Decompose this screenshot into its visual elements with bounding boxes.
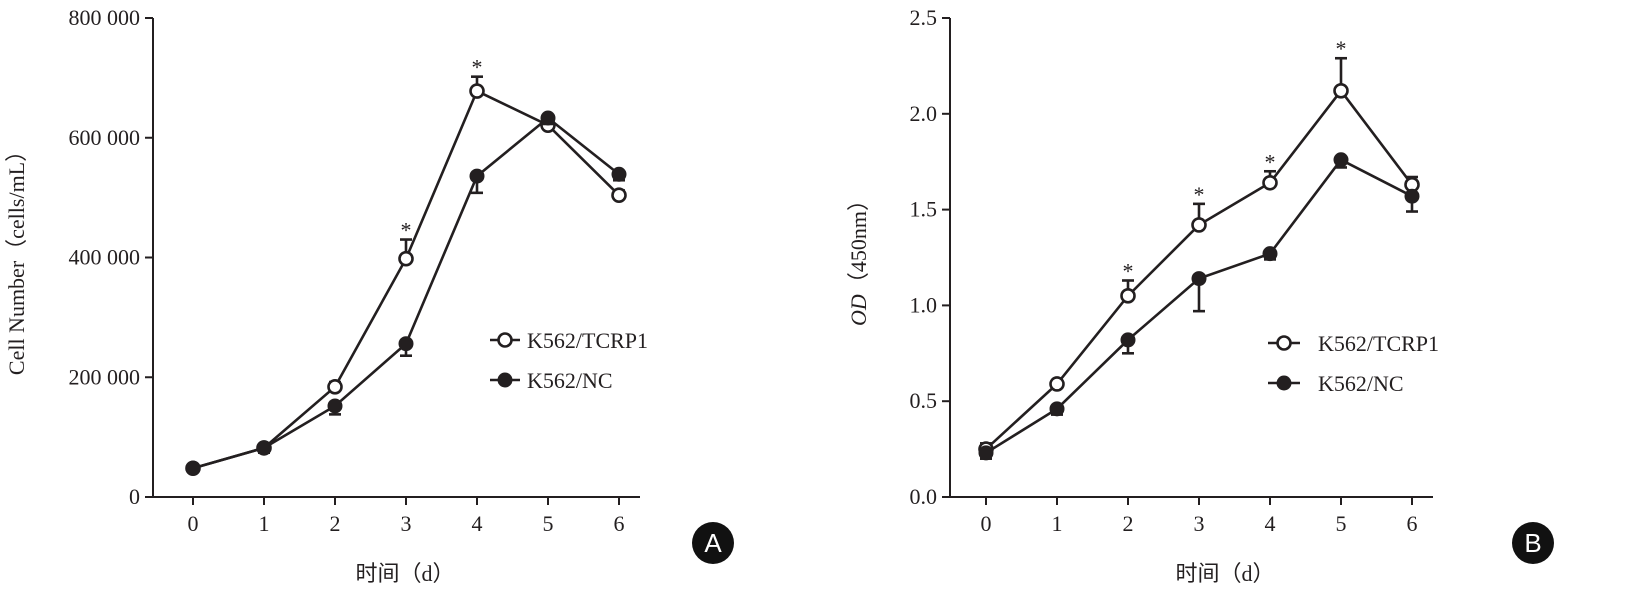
data-point-filled (398, 336, 414, 352)
x-tick-label: 5 (543, 511, 554, 536)
data-point-filled (1404, 188, 1420, 204)
significance-star: * (1336, 36, 1347, 61)
legend-marker-filled (497, 372, 513, 388)
y-axis-label-text: （450nm） (846, 189, 871, 294)
x-tick-label: 4 (1265, 511, 1276, 536)
data-point-open (327, 379, 343, 395)
series-k562-nc (978, 152, 1420, 461)
x-axis-label: 时间（d） (1175, 561, 1274, 586)
x-tick-label: 1 (1052, 511, 1063, 536)
data-point-filled (540, 110, 556, 126)
y-tick-label: 2.0 (910, 101, 938, 126)
data-point-filled (1333, 152, 1349, 168)
data-point-open (1333, 83, 1349, 99)
panel-letter: B (1524, 528, 1541, 558)
data-point-filled (1049, 401, 1065, 417)
y-axis-label: Cell Number（cells/mL） (4, 140, 29, 375)
legend-label: K562/TCRP1 (1318, 331, 1439, 356)
x-tick-label: 0 (981, 511, 992, 536)
y-axis-label: OD（450nm） (846, 189, 871, 326)
y-tick-label: 0.0 (910, 484, 938, 509)
legend-marker-filled (1276, 375, 1292, 391)
significance-star: * (1123, 258, 1134, 283)
y-tick-label: 1.0 (910, 292, 938, 317)
data-point-open (1262, 174, 1278, 191)
data-point-open (469, 83, 485, 99)
panel-badge (1512, 522, 1554, 564)
data-point-filled (1262, 246, 1278, 262)
legend-item: K562/TCRP1 (1268, 331, 1439, 356)
x-tick-label: 1 (259, 511, 270, 536)
data-point-filled (611, 166, 627, 182)
legend-marker-open (497, 332, 513, 348)
series-k562-nc (185, 110, 627, 476)
x-tick-label: 6 (614, 511, 625, 536)
y-tick-label: 400 000 (69, 245, 141, 270)
legend-label: K562/NC (527, 368, 613, 393)
y-tick-label: 2.5 (910, 5, 938, 30)
series-k562-tcrp1 (185, 75, 627, 477)
panel-letter: A (704, 528, 722, 558)
data-point-open (1120, 288, 1136, 304)
y-tick-label: 800 000 (69, 5, 141, 30)
x-tick-label: 2 (1123, 511, 1134, 536)
y-tick-label: 200 000 (69, 364, 141, 389)
chart-panel-b: 0.0 0.5 1.0 1.5 2.0 2.5 0 1 2 3 4 5 6 时间（d） OD（450nm） *… (846, 5, 1554, 586)
data-point-filled (978, 445, 994, 461)
legend-label: K562/TCRP1 (527, 328, 648, 353)
data-point-filled (1120, 332, 1136, 348)
y-tick-label: 0 (129, 484, 140, 509)
legend-item: K562/TCRP1 (490, 328, 648, 353)
y-tick-label: 0.5 (910, 388, 938, 413)
x-tick-label: 2 (330, 511, 341, 536)
data-point-open (611, 187, 627, 204)
significance-star: * (1265, 149, 1276, 174)
x-tick-label: 5 (1336, 511, 1347, 536)
data-point-filled (327, 398, 343, 414)
significance-star: * (472, 55, 483, 80)
data-point-filled (469, 168, 485, 184)
panel-badge (692, 522, 734, 564)
y-axis-label-italic: OD (846, 294, 871, 326)
series-line (192, 116, 620, 470)
series-line (192, 89, 620, 470)
x-tick-label: 3 (401, 511, 412, 536)
data-point-filled (1191, 271, 1207, 287)
legend-item: K562/NC (490, 368, 613, 393)
y-tick-label: 1.5 (910, 197, 938, 222)
significance-star: * (1194, 182, 1205, 207)
data-point-open (1191, 217, 1207, 233)
data-point-filled (185, 460, 201, 476)
x-tick-label: 4 (472, 511, 483, 536)
data-point-filled (256, 440, 272, 456)
x-tick-label: 0 (188, 511, 199, 536)
data-point-open (1049, 376, 1065, 392)
data-point-open (398, 250, 414, 267)
y-tick-label: 600 000 (69, 125, 141, 150)
legend-item: K562/NC (1268, 371, 1404, 396)
x-tick-label: 6 (1407, 511, 1418, 536)
y-axis-label-text: Cell Number（cells/mL） (4, 140, 29, 375)
x-tick-label: 3 (1194, 511, 1205, 536)
legend-label: K562/NC (1318, 371, 1404, 396)
legend-marker-open (1276, 335, 1292, 351)
chart-panel-a: 0 200 000 400 000 600 000 800 000 0 1 2 3 4 5 6 时间（d… (4, 5, 734, 586)
significance-star: * (401, 218, 412, 243)
x-axis-label: 时间（d） (355, 561, 454, 586)
